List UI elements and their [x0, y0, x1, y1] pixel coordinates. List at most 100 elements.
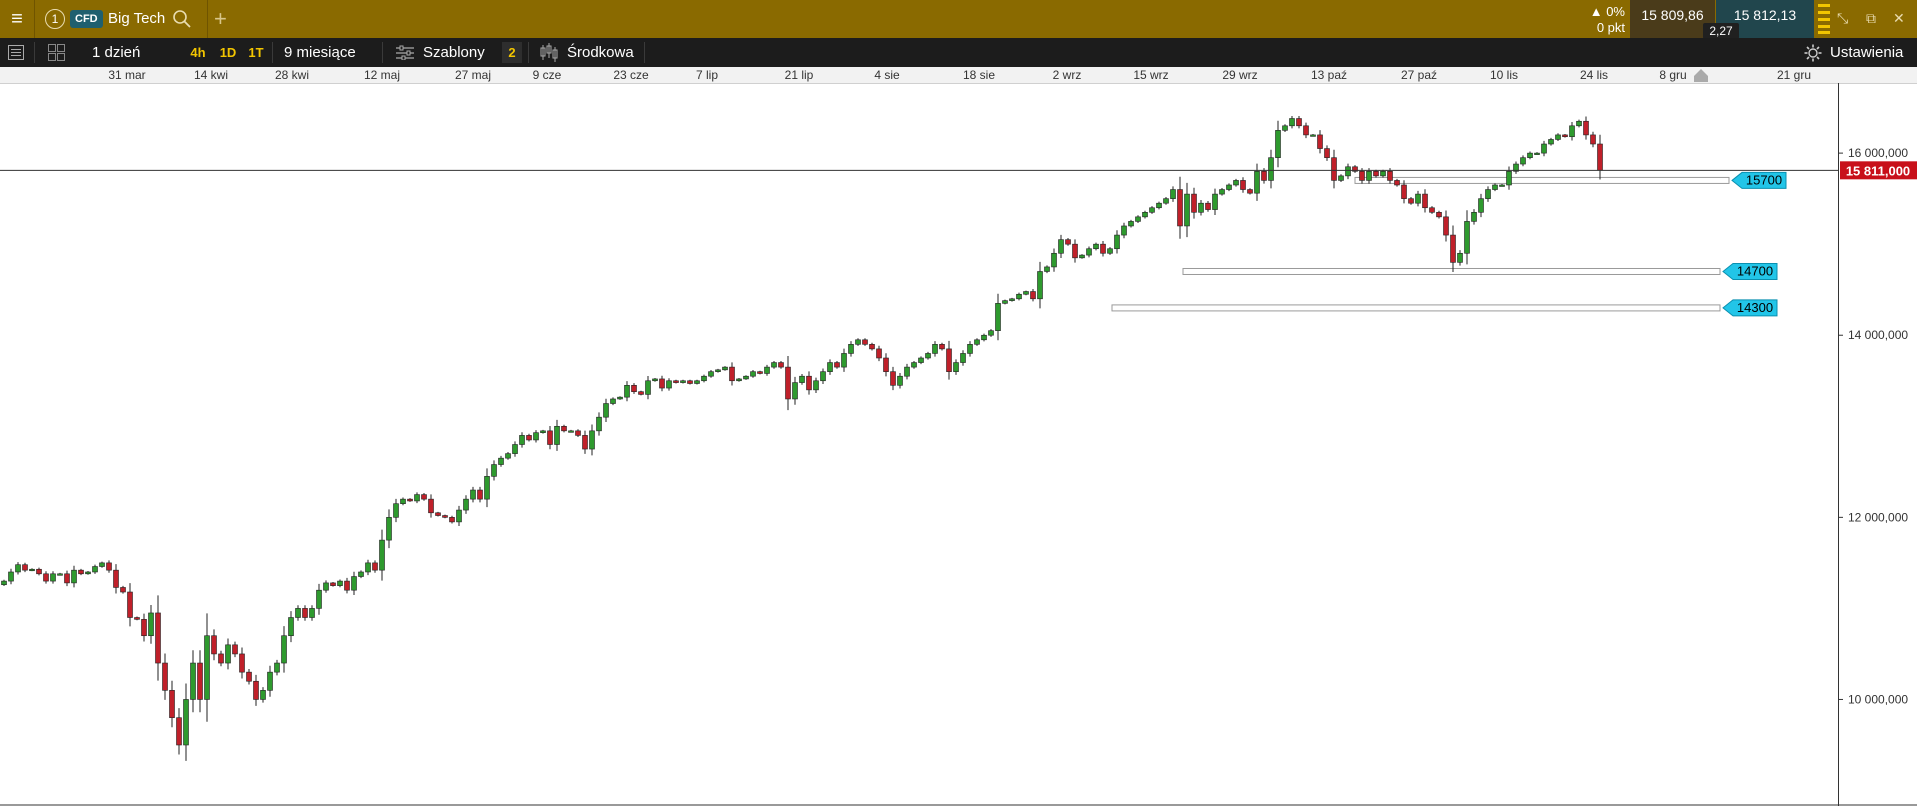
candle[interactable]: [64, 570, 70, 587]
candle[interactable]: [792, 376, 798, 405]
candle[interactable]: [1072, 239, 1078, 263]
candle[interactable]: [708, 370, 714, 378]
candle[interactable]: [540, 429, 546, 434]
candle[interactable]: [1233, 178, 1239, 187]
candle[interactable]: [106, 560, 112, 573]
candle[interactable]: [477, 486, 483, 503]
search-icon[interactable]: [172, 9, 192, 29]
candle[interactable]: [1464, 210, 1470, 265]
candle[interactable]: [295, 605, 301, 621]
price-level-tag[interactable]: [1722, 262, 1778, 280]
candle[interactable]: [190, 650, 196, 713]
candle[interactable]: [666, 378, 672, 391]
timeframe-4h[interactable]: 4h: [190, 45, 206, 60]
candle[interactable]: [1324, 145, 1330, 161]
candle[interactable]: [218, 650, 224, 667]
candle[interactable]: [379, 529, 385, 581]
price-type-selector[interactable]: Środkowa: [567, 44, 634, 61]
candle[interactable]: [442, 514, 448, 519]
candle[interactable]: [400, 497, 406, 506]
candle[interactable]: [1219, 187, 1225, 196]
candle[interactable]: [925, 351, 931, 360]
candle[interactable]: [799, 373, 805, 385]
candle[interactable]: [813, 377, 819, 394]
candle[interactable]: [1317, 130, 1323, 154]
candle[interactable]: [1345, 163, 1351, 180]
settings-button[interactable]: Ustawienia: [1830, 44, 1904, 61]
sell-price-button[interactable]: 15 809,86: [1630, 0, 1715, 38]
candle[interactable]: [946, 340, 952, 380]
candle[interactable]: [1212, 188, 1218, 215]
candle[interactable]: [29, 568, 35, 572]
candle[interactable]: [1156, 201, 1162, 210]
candle[interactable]: [680, 379, 686, 384]
candle[interactable]: [260, 687, 266, 703]
candle[interactable]: [589, 424, 595, 456]
candle[interactable]: [1485, 186, 1491, 202]
candle[interactable]: [939, 342, 945, 351]
candle[interactable]: [1226, 183, 1232, 192]
candle[interactable]: [904, 363, 910, 380]
candle[interactable]: [358, 570, 364, 579]
candle[interactable]: [344, 577, 350, 594]
candle[interactable]: [603, 398, 609, 422]
candle[interactable]: [834, 360, 840, 369]
candle[interactable]: [330, 581, 336, 587]
candle[interactable]: [85, 571, 91, 575]
candle[interactable]: [316, 583, 322, 615]
candle[interactable]: [1576, 119, 1582, 128]
candle[interactable]: [827, 359, 833, 375]
candle[interactable]: [638, 390, 644, 396]
candle[interactable]: [1569, 121, 1575, 141]
candle[interactable]: [1415, 190, 1421, 207]
candle[interactable]: [694, 379, 700, 385]
candle[interactable]: [407, 498, 413, 502]
candle[interactable]: [351, 571, 357, 595]
candle[interactable]: [239, 647, 245, 679]
candle[interactable]: [610, 397, 616, 406]
candle[interactable]: [274, 659, 280, 676]
candle[interactable]: [862, 338, 868, 346]
candle[interactable]: [421, 492, 427, 501]
candle[interactable]: [1170, 186, 1176, 202]
candle[interactable]: [1548, 137, 1554, 146]
candle[interactable]: [155, 595, 161, 681]
candle[interactable]: [428, 494, 434, 518]
candle[interactable]: [1422, 189, 1428, 213]
instrument-name[interactable]: Big Tech: [108, 10, 166, 27]
candle[interactable]: [225, 638, 231, 670]
candle[interactable]: [1443, 210, 1449, 242]
candle[interactable]: [1114, 230, 1120, 254]
candle[interactable]: [1380, 169, 1386, 178]
candle[interactable]: [1583, 116, 1589, 140]
candle[interactable]: [631, 383, 637, 394]
templates-button[interactable]: Szablony: [423, 44, 485, 61]
candle[interactable]: [204, 613, 210, 722]
candle[interactable]: [1086, 246, 1092, 258]
timeframe-1d[interactable]: 1D: [219, 45, 237, 60]
candle[interactable]: [1198, 200, 1204, 216]
candle[interactable]: [169, 680, 175, 728]
candle[interactable]: [1030, 288, 1036, 302]
candle[interactable]: [1177, 176, 1183, 239]
candle[interactable]: [820, 368, 826, 384]
candle[interactable]: [1331, 149, 1337, 189]
price-level-line[interactable]: [1354, 176, 1730, 184]
candle[interactable]: [183, 683, 189, 761]
candle[interactable]: [1520, 155, 1526, 167]
candle[interactable]: [1037, 261, 1043, 309]
candle[interactable]: [561, 424, 567, 433]
candle[interactable]: [743, 375, 749, 380]
candle[interactable]: [715, 368, 721, 373]
candle[interactable]: [1408, 197, 1414, 205]
candle[interactable]: [1429, 206, 1435, 214]
candle[interactable]: [1478, 193, 1484, 218]
candle[interactable]: [1142, 210, 1148, 219]
candle[interactable]: [449, 515, 455, 524]
candle[interactable]: [1457, 250, 1463, 266]
candle[interactable]: [1191, 187, 1197, 219]
candle[interactable]: [1128, 219, 1134, 228]
timeframe-1t[interactable]: 1T: [248, 45, 264, 60]
candle[interactable]: [967, 341, 973, 357]
scroll-to-end-icon[interactable]: [1694, 69, 1708, 82]
